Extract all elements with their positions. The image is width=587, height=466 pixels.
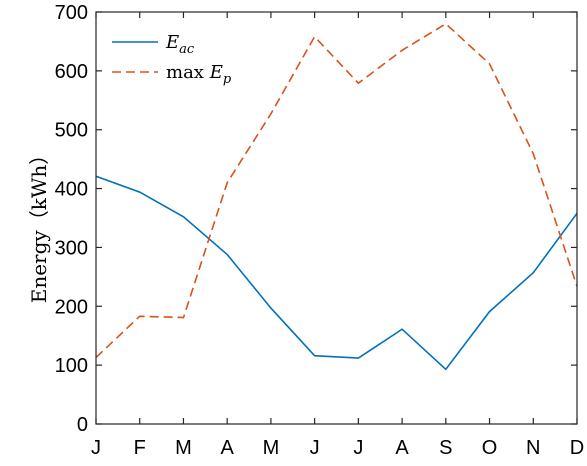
y-tick-label: 100 [55, 355, 88, 377]
axes-layer: 0 100 200 300 400 500 600 700 J F M A M J J A S O N D [55, 2, 585, 459]
legend: Eac max Ep [112, 32, 232, 87]
y-tick-label: 700 [55, 2, 88, 24]
legend-label-1: Eac [165, 32, 195, 57]
x-tick-label: O [482, 437, 498, 459]
y-tick-label: 200 [55, 296, 88, 318]
legend-label-2: max Ep [166, 62, 232, 87]
y-tick-label: 0 [77, 414, 88, 436]
y-tick-label: 600 [55, 61, 88, 83]
series-line-1 [95, 175, 578, 371]
axes-frame [95, 11, 578, 425]
series-layer [95, 22, 578, 371]
x-tick-label: M [263, 437, 280, 459]
x-tick-label: J [310, 437, 320, 459]
y-axis-label: Energy（kWh） [27, 145, 51, 304]
x-tick-label: S [439, 437, 452, 459]
x-tick-label: D [570, 437, 584, 459]
x-tick-label: J [91, 437, 101, 459]
x-tick-label: F [134, 437, 146, 459]
y-tick-label: 300 [55, 237, 88, 259]
x-tick-label: A [221, 437, 235, 459]
y-tick-label: 400 [55, 179, 88, 201]
x-tick-label: M [175, 437, 192, 459]
x-tick-label: J [353, 437, 363, 459]
y-tick-label: 500 [55, 120, 88, 142]
x-tick-label: N [526, 437, 540, 459]
series-line-2 [95, 22, 578, 359]
x-tick-label: A [395, 437, 409, 459]
